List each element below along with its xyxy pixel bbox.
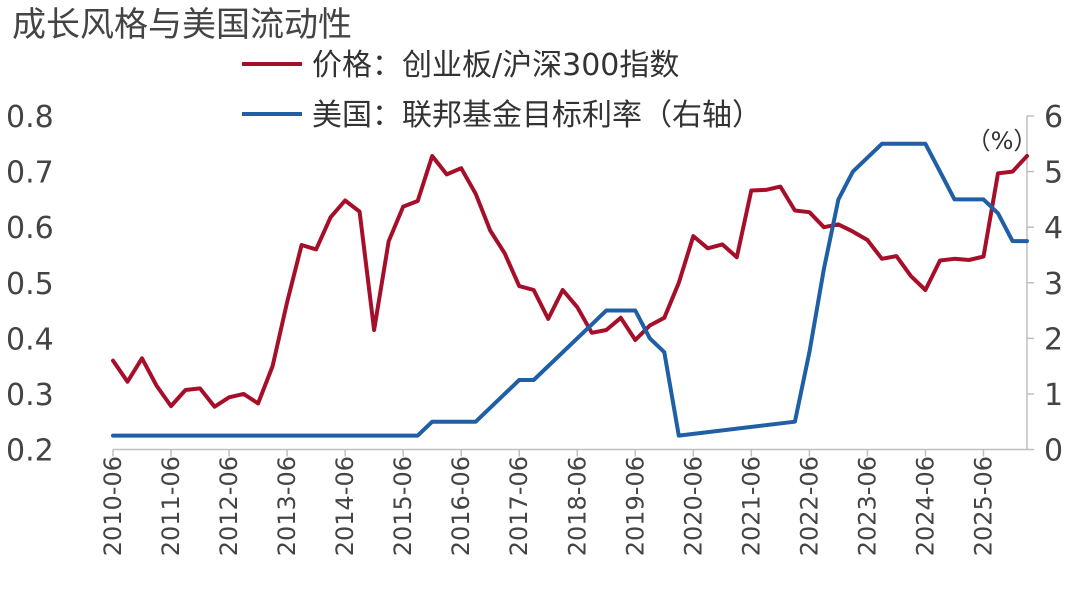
legend: 价格：创业板/沪深300指数 美国：联邦基金目标利率（右轴） <box>242 48 762 133</box>
series-line-1 <box>111 141 1029 438</box>
right-tick-label-3: 3 <box>1044 267 1063 302</box>
x-tick-label-8: 2018-06 <box>563 456 591 556</box>
x-tick-label-14: 2024-06 <box>911 456 939 556</box>
left-tick-label-4: 0.6 <box>6 211 54 246</box>
legend-label-price: 价格：创业板/沪深300指数 <box>312 48 679 83</box>
right-tick-label-6: 6 <box>1044 100 1063 135</box>
x-tick-label-3: 2013-06 <box>273 456 301 556</box>
x-tick-label-0: 2010-06 <box>99 456 127 556</box>
x-tick-label-1: 2011-06 <box>157 456 185 556</box>
x-tick-label-6: 2016-06 <box>447 456 475 556</box>
x-tick-label-10: 2020-06 <box>679 456 707 556</box>
left-tick-label-2: 0.4 <box>6 322 54 357</box>
right-axis-ticks: 0 1 2 3 4 5 6 <box>1027 100 1063 469</box>
right-axis-unit: （%） <box>967 127 1038 155</box>
right-tick-label-5: 5 <box>1044 156 1063 191</box>
x-tick-label-5: 2015-06 <box>389 456 417 556</box>
x-tick-label-11: 2021-06 <box>737 456 765 556</box>
series-line-0 <box>111 154 1029 409</box>
left-tick-label-3: 0.5 <box>6 267 54 302</box>
left-tick-label-0: 0.2 <box>6 434 54 469</box>
x-tick-label-9: 2019-06 <box>621 456 649 556</box>
left-tick-label-5: 0.7 <box>6 156 54 191</box>
right-tick-label-0: 0 <box>1044 434 1063 469</box>
right-tick-label-2: 2 <box>1044 322 1063 357</box>
x-tick-label-4: 2014-06 <box>331 456 359 556</box>
x-tick-label-12: 2022-06 <box>795 456 823 556</box>
right-tick-label-4: 4 <box>1044 211 1063 246</box>
right-tick-label-1: 1 <box>1044 378 1063 413</box>
x-tick-label-13: 2023-06 <box>853 456 881 556</box>
x-tick-label-2: 2012-06 <box>215 456 243 556</box>
series-layer <box>111 141 1029 438</box>
x-axis-ticks: 2010-06 2011-06 2012-06 2013-06 2014-06 2015-… <box>99 449 997 556</box>
legend-label-fed-rate: 美国：联邦基金目标利率（右轴） <box>312 98 762 133</box>
x-tick-label-15: 2025-06 <box>969 456 997 556</box>
x-tick-label-7: 2017-06 <box>505 456 533 556</box>
left-axis-ticks: 0.2 0.3 0.4 0.5 0.6 0.7 0.8 <box>6 100 54 469</box>
chart-title: 成长风格与美国流动性 <box>12 5 352 45</box>
left-tick-label-6: 0.8 <box>6 100 54 135</box>
left-tick-label-1: 0.3 <box>6 378 54 413</box>
